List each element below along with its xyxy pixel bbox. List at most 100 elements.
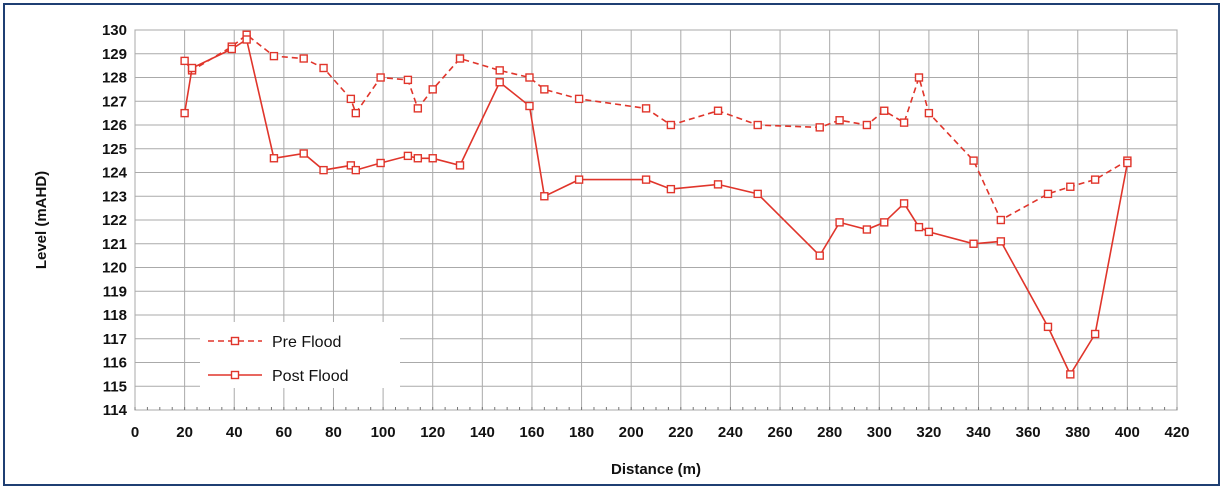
x-tick-label: 80: [325, 424, 342, 441]
y-tick-label: 117: [103, 331, 127, 348]
x-tick-label: 240: [718, 424, 743, 441]
data-point: [495, 66, 504, 75]
data-point: [969, 239, 978, 248]
data-point: [525, 73, 534, 82]
data-point: [924, 108, 934, 118]
data-point: [376, 73, 385, 82]
series-post-flood: [180, 35, 1132, 379]
data-point: [713, 180, 723, 189]
y-tick-label: 128: [102, 70, 127, 87]
x-tick-label: 380: [1065, 424, 1090, 441]
data-point: [574, 94, 584, 104]
data-point: [540, 192, 549, 201]
legend-label: Pre Flood: [272, 334, 341, 351]
y-tick-label: 118: [103, 307, 127, 324]
x-tick-label: 140: [470, 424, 495, 441]
series-pre-flood: [180, 30, 1132, 225]
y-tick-label: 116: [103, 355, 127, 372]
data-point: [455, 54, 465, 63]
y-tick-label: 126: [102, 117, 127, 134]
x-tick-label: 40: [226, 424, 243, 441]
data-point: [187, 63, 197, 73]
data-point: [862, 225, 872, 234]
y-tick-label: 121: [102, 236, 127, 253]
data-point: [269, 154, 279, 163]
data-point: [413, 154, 423, 163]
minor-ticks: [134, 407, 1178, 410]
data-point: [666, 184, 676, 194]
data-point: [753, 189, 762, 199]
x-axis-title: Distance (m): [611, 461, 701, 478]
data-point: [1043, 322, 1053, 332]
data-point: [180, 108, 189, 118]
data-point: [346, 161, 356, 170]
y-tick-label: 123: [102, 188, 127, 205]
data-point: [455, 161, 465, 170]
data-point: [299, 54, 308, 63]
x-tick-label: 200: [619, 424, 644, 441]
x-tick-label: 340: [966, 424, 991, 441]
y-tick-label: 129: [102, 46, 127, 63]
data-point: [899, 118, 909, 127]
x-tick-label: 100: [371, 424, 396, 441]
data-point: [180, 56, 189, 66]
x-tick-label: 400: [1115, 424, 1140, 441]
data-point: [862, 120, 872, 130]
data-point: [969, 156, 978, 165]
data-point: [413, 104, 423, 113]
data-point: [641, 104, 651, 113]
x-tick-label: 260: [768, 424, 793, 441]
y-tick-label: 130: [102, 22, 127, 39]
data-point: [835, 218, 844, 227]
y-tick-label: 114: [103, 402, 128, 419]
x-tick-label: 120: [420, 424, 445, 441]
data-point: [1043, 189, 1053, 199]
y-tick-label: 120: [102, 260, 127, 277]
data-point: [753, 120, 762, 130]
x-tick-label: 280: [817, 424, 842, 441]
data-point: [1090, 175, 1100, 184]
x-tick-label: 220: [668, 424, 693, 441]
data-point: [299, 149, 308, 158]
x-tick-labels: 0 20 40 60 80 100 120 140 160 180 200 220 240 260 280 3…: [131, 424, 1190, 441]
y-tick-label: 124: [102, 165, 128, 182]
data-point: [403, 75, 413, 85]
y-tick-label: 115: [103, 378, 127, 395]
data-point: [242, 35, 251, 44]
data-point: [428, 85, 437, 94]
legend-marker: [230, 336, 240, 346]
legend: Pre Flood Post Flood: [200, 322, 400, 388]
data-point: [495, 78, 504, 87]
x-tick-label: 180: [569, 424, 594, 441]
data-point: [815, 251, 824, 260]
data-point: [1123, 158, 1132, 168]
data-point: [319, 165, 328, 175]
data-point: [924, 227, 934, 237]
data-point: [713, 106, 723, 115]
data-point: [1066, 182, 1075, 191]
data-point: [1066, 370, 1075, 379]
data-point: [574, 175, 584, 184]
data-point: [880, 106, 889, 115]
data-point: [376, 158, 385, 168]
data-point: [1090, 329, 1100, 339]
data-point: [227, 44, 236, 54]
y-tick-label: 122: [102, 212, 127, 229]
data-point: [996, 215, 1006, 225]
legend-marker: [230, 370, 240, 380]
data-point: [319, 63, 328, 73]
y-axis-title: Level (mAHD): [33, 171, 50, 269]
y-tick-label: 125: [102, 141, 127, 158]
data-point: [525, 101, 534, 111]
data-point: [835, 116, 844, 125]
data-point: [914, 73, 924, 82]
x-tick-label: 0: [131, 424, 139, 441]
series-layer: [180, 30, 1132, 379]
data-point: [540, 85, 549, 94]
y-tick-label: 127: [102, 93, 127, 110]
x-tick-label: 360: [1016, 424, 1041, 441]
legend-label: Post Flood: [272, 368, 348, 385]
data-point: [403, 151, 413, 161]
x-tick-label: 420: [1164, 424, 1189, 441]
